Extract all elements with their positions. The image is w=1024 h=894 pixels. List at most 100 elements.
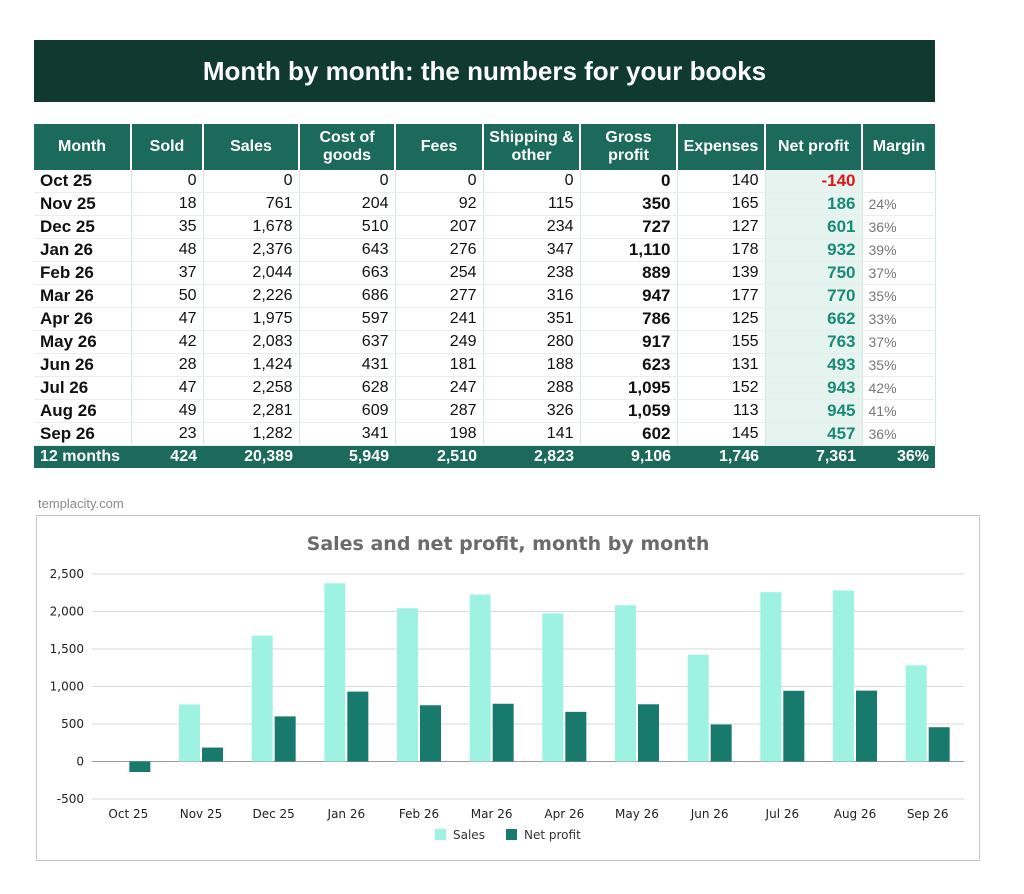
table-header-row: Month Sold Sales Cost of goods Fees Shipping … xyxy=(34,124,935,170)
cell-sales: 2,226 xyxy=(203,284,300,308)
cell-cost: 0 xyxy=(299,170,396,193)
cell-fees: 287 xyxy=(395,399,484,423)
cell-sales: 1,282 xyxy=(203,422,300,446)
table-row: Nov 25 18 761 204 92 115 350 165 186 24% xyxy=(34,192,936,216)
cell-month: May 26 xyxy=(34,330,132,354)
cell-shipping: 234 xyxy=(483,215,581,239)
bar-sales xyxy=(833,590,854,762)
cell-sold: 48 xyxy=(131,238,204,262)
legend-label: Net profit xyxy=(524,828,581,842)
table-row: Feb 26 37 2,044 663 254 238 889 139 750 37% xyxy=(34,261,936,285)
x-tick-label: Sep 26 xyxy=(907,807,949,821)
cell-expenses: 165 xyxy=(677,192,766,216)
cell-month: Aug 26 xyxy=(34,399,132,423)
cell-shipping: 288 xyxy=(483,376,581,400)
bar-net-profit xyxy=(928,727,950,762)
cell-margin: 41% xyxy=(862,399,936,423)
monthly-table: Month Sold Sales Cost of goods Fees Shipping … xyxy=(34,124,936,468)
cell-month: Jul 26 xyxy=(34,376,132,400)
cell-cost: 204 xyxy=(299,192,396,216)
bar-sales xyxy=(397,608,418,762)
cell-margin: 24% xyxy=(862,192,936,216)
table-row: Oct 25 0 0 0 0 0 0 140 -140 xyxy=(34,170,936,193)
legend-swatch-net-profit xyxy=(506,829,517,840)
bar-net-profit xyxy=(420,705,441,762)
header-margin: Margin xyxy=(862,124,935,170)
cell-net: 750 xyxy=(765,261,863,285)
bar-net-profit xyxy=(274,716,296,762)
x-tick-label: Feb 26 xyxy=(399,807,439,821)
cell-gross: 947 xyxy=(580,284,678,308)
cell-margin: 42% xyxy=(862,376,936,400)
cell-cost: 643 xyxy=(299,238,396,262)
cell-net: 945 xyxy=(765,399,863,423)
header-gross: Gross profit xyxy=(580,124,678,170)
cell-cost: 628 xyxy=(299,376,396,400)
cell-margin: 36% xyxy=(862,215,936,239)
cell-net: 186 xyxy=(765,192,863,216)
bar-net-profit xyxy=(856,690,877,762)
cell-gross: 1,095 xyxy=(580,376,678,400)
cell-net: 601 xyxy=(765,215,863,239)
table-row: Sep 26 23 1,282 341 198 141 602 145 457 36% xyxy=(34,422,936,446)
cell-sold: 47 xyxy=(131,376,204,400)
cell-fees: 276 xyxy=(395,238,484,262)
cell-shipping: 347 xyxy=(483,238,581,262)
cell-fees: 249 xyxy=(395,330,484,354)
cell-cost: 341 xyxy=(299,422,396,446)
cell-expenses: 1,746 xyxy=(677,445,765,468)
cell-cost: 431 xyxy=(299,353,396,377)
bar-net-profit xyxy=(129,761,151,772)
cell-month: Nov 25 xyxy=(34,192,132,216)
y-tick-label: 1,500 xyxy=(50,642,84,656)
bar-sales xyxy=(615,605,636,762)
cell-sales: 1,975 xyxy=(203,307,300,331)
cell-margin: 33% xyxy=(862,307,936,331)
table-row: Dec 25 35 1,678 510 207 234 727 127 601 36% xyxy=(34,215,936,239)
table-row: Jan 26 48 2,376 643 276 347 1,110 178 932 39% xyxy=(34,238,936,262)
cell-net: 932 xyxy=(765,238,863,262)
cell-gross: 917 xyxy=(580,330,678,354)
cell-expenses: 113 xyxy=(677,399,766,423)
cell-expenses: 127 xyxy=(677,215,766,239)
cell-expenses: 178 xyxy=(677,238,766,262)
cell-expenses: 177 xyxy=(677,284,766,308)
cell-month: Mar 26 xyxy=(34,284,132,308)
cell-month: Oct 25 xyxy=(34,170,132,193)
y-tick-label: -500 xyxy=(57,792,84,806)
cell-shipping: 188 xyxy=(483,353,581,377)
cell-margin: 35% xyxy=(862,353,936,377)
header-shipping: Shipping & other xyxy=(483,124,581,170)
cell-net: 943 xyxy=(765,376,863,400)
cell-month: Dec 25 xyxy=(34,215,132,239)
table-row: Jun 26 28 1,424 431 181 188 623 131 493 35% xyxy=(34,353,936,377)
bar-sales xyxy=(687,654,709,762)
cell-month: Jun 26 xyxy=(34,353,132,377)
cell-fees: 247 xyxy=(395,376,484,400)
cell-cost: 686 xyxy=(299,284,396,308)
cell-sold: 42 xyxy=(131,330,204,354)
bar-net-profit xyxy=(492,703,514,762)
header-fees: Fees xyxy=(395,124,484,170)
page-title: Month by month: the numbers for your boo… xyxy=(34,40,935,102)
y-tick-label: 2,000 xyxy=(50,605,84,619)
cell-sold: 50 xyxy=(131,284,204,308)
cell-gross: 0 xyxy=(580,170,678,193)
sales-profit-chart: Sales and net profit, month by month -500… xyxy=(50,533,964,842)
x-tick-label: Jan 26 xyxy=(327,807,366,821)
cell-sales: 2,083 xyxy=(203,330,300,354)
x-tick-label: Jul 26 xyxy=(765,807,800,821)
cell-shipping: 326 xyxy=(483,399,581,423)
y-tick-label: 0 xyxy=(76,755,84,769)
cell-sold: 28 xyxy=(131,353,204,377)
cell-gross: 623 xyxy=(580,353,678,377)
cell-net: 763 xyxy=(765,330,863,354)
cell-cost: 510 xyxy=(299,215,396,239)
x-tick-label: Nov 25 xyxy=(180,807,223,821)
cell-cost: 609 xyxy=(299,399,396,423)
cell-sales: 761 xyxy=(203,192,300,216)
x-tick-label: Jun 26 xyxy=(690,807,729,821)
cell-cost: 597 xyxy=(299,307,396,331)
cell-sales: 2,376 xyxy=(203,238,300,262)
cell-margin xyxy=(862,170,936,193)
